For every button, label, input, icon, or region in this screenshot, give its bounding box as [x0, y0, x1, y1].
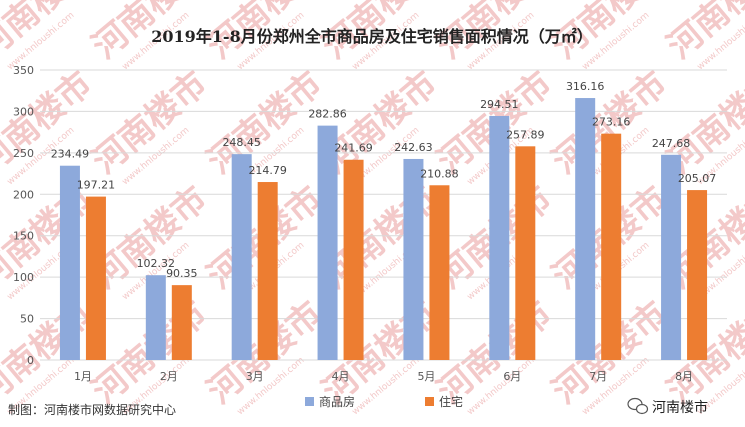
legend-swatch [305, 397, 314, 406]
watermark-text: 河南楼市 [0, 294, 100, 412]
bar-residential [515, 146, 536, 360]
bar-commercial [145, 275, 166, 360]
x-tick-label: 5月 [417, 370, 435, 383]
bar-commercial [575, 98, 596, 361]
brand-name: 河南楼市 [652, 399, 708, 416]
x-tick-label: 3月 [246, 370, 264, 383]
x-axis: 1月 2月 3月 4月 5月 6月 7月 8月 [74, 370, 693, 383]
data-label: 294.51 [480, 98, 519, 111]
x-tick-label: 7月 [589, 370, 607, 383]
watermark-text: 河南楼市 [0, 64, 100, 182]
y-tick-label: 0 [27, 354, 34, 367]
y-tick-label: 200 [13, 188, 34, 201]
x-tick-label: 6月 [503, 370, 521, 383]
y-tick-label: 250 [13, 147, 34, 160]
legend-label: 商品房 [319, 394, 355, 409]
legend-swatch [425, 397, 434, 406]
bar-residential [85, 196, 106, 360]
y-tick-label: 50 [20, 313, 34, 326]
data-label: 90.35 [166, 267, 198, 280]
data-label: 282.86 [308, 108, 347, 121]
x-tick-label: 1月 [74, 370, 92, 383]
bar-residential [257, 182, 278, 360]
x-tick-label: 2月 [160, 370, 178, 383]
x-tick-label: 4月 [332, 370, 350, 383]
data-label: 205.07 [678, 172, 717, 185]
data-label: 273.16 [592, 116, 631, 129]
bar-residential [687, 190, 708, 360]
data-label: 257.89 [506, 128, 545, 141]
data-label: 197.21 [77, 179, 116, 192]
bar-residential [429, 185, 450, 360]
bar-commercial [403, 158, 424, 360]
wechat-icon [627, 397, 649, 415]
bar-residential [601, 133, 622, 360]
bar-commercial [59, 165, 80, 360]
y-axis: 0 50 100 150 200 250 300 350 [13, 64, 34, 367]
brand-badge[interactable]: 河南楼市 [627, 397, 708, 417]
data-label: 210.88 [420, 167, 459, 180]
legend: 商品房 住宅 [305, 394, 463, 409]
y-tick-label: 350 [13, 64, 34, 77]
chart-title: 2019年1-8月份郑州全市商品房及住宅销售面积情况（万㎡） [151, 27, 592, 46]
bar-residential [343, 159, 364, 360]
y-tick-label: 300 [13, 105, 34, 118]
data-label: 234.49 [51, 148, 90, 161]
bar-commercial [661, 154, 682, 360]
y-tick-label: 150 [13, 230, 34, 243]
data-label: 248.45 [222, 136, 261, 149]
legend-item: 商品房 [305, 394, 355, 409]
data-label: 241.69 [334, 142, 373, 155]
chart-credit: 制图：河南楼市网数据研究中心 [8, 402, 176, 417]
bar-residential [171, 285, 192, 360]
y-tick-label: 100 [13, 271, 34, 284]
data-label: 316.16 [566, 80, 605, 93]
bar-commercial [231, 154, 252, 360]
data-label: 102.32 [137, 257, 176, 270]
legend-label: 住宅 [439, 394, 463, 409]
legend-item: 住宅 [425, 394, 463, 409]
data-label: 247.68 [652, 137, 691, 150]
x-tick-label: 8月 [675, 370, 693, 383]
data-label: 214.79 [248, 164, 287, 177]
bar-commercial [317, 125, 338, 361]
bar-commercial [489, 115, 510, 360]
data-label: 242.63 [394, 141, 433, 154]
bars [59, 98, 708, 361]
